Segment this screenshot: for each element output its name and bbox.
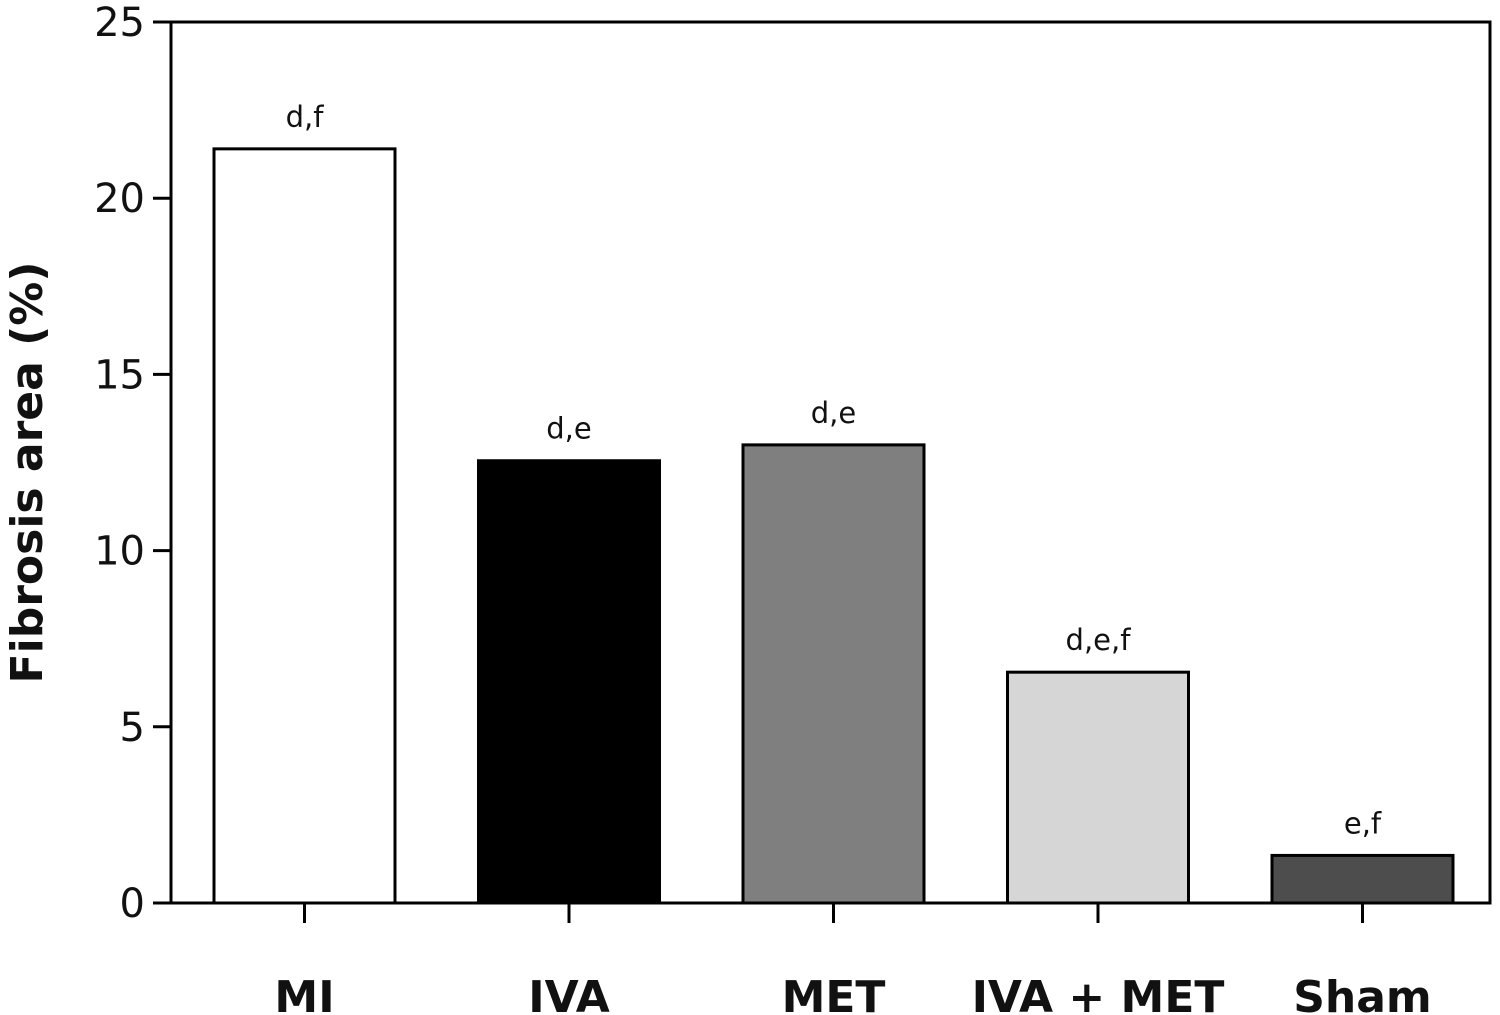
bar-annotation-label: d,e xyxy=(546,412,591,446)
y-tick-label: 25 xyxy=(94,0,145,46)
x-tick-label: MI xyxy=(274,972,334,1015)
x-tick-label: IVA xyxy=(528,972,610,1015)
x-tick-label: Sham xyxy=(1293,972,1432,1015)
y-axis-title: Fibrosis area (%) xyxy=(2,262,53,684)
bar xyxy=(212,147,397,905)
y-tick-label: 20 xyxy=(94,176,145,222)
bar-annotation-label: d,e xyxy=(811,396,856,430)
bar-annotation-label: d,f xyxy=(286,100,325,134)
x-axis-ticks xyxy=(303,903,1364,923)
y-axis-ticks: 0 5 10 15 20 25 xyxy=(94,0,171,927)
bar-annotation-label: e,f xyxy=(1344,806,1382,840)
bar-annotation-label: d,e,f xyxy=(1066,623,1132,657)
x-tick-label: MET xyxy=(782,972,886,1015)
plot-frame xyxy=(169,20,1492,905)
category-labels: MI IVA MET IVA + MET Sham xyxy=(274,972,1431,1015)
x-tick-label: IVA + MET xyxy=(972,972,1225,1015)
bar xyxy=(741,443,926,905)
bars xyxy=(212,147,1455,905)
bar xyxy=(1270,853,1455,905)
y-tick-label: 15 xyxy=(94,352,145,398)
bar xyxy=(1006,670,1190,905)
bar xyxy=(477,459,661,905)
y-tick-label: 0 xyxy=(120,881,145,927)
y-tick-label: 10 xyxy=(94,529,145,575)
bar-annotations: d,f d,e d,e d,e,f e,f xyxy=(286,100,1382,841)
y-tick-label: 5 xyxy=(120,705,145,751)
